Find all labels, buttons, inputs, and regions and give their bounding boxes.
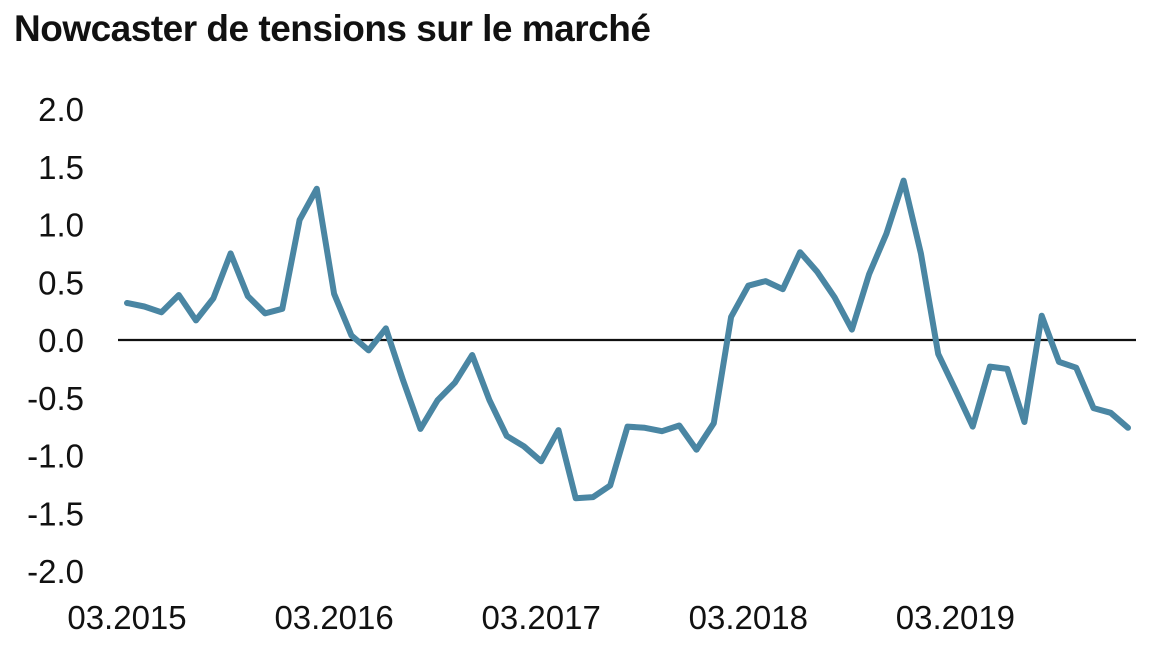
data-point [555, 427, 561, 433]
data-point [469, 352, 475, 358]
data-point [935, 351, 941, 357]
data-point [331, 291, 337, 297]
data-point [659, 428, 665, 434]
data-point [348, 332, 354, 338]
data-point [814, 269, 820, 275]
data-point [124, 300, 130, 306]
data-point [970, 424, 976, 430]
y-tick-label: -1.0 [27, 438, 84, 475]
data-point [1090, 405, 1096, 411]
data-point [694, 447, 700, 453]
series-group [124, 177, 1131, 502]
data-point [297, 217, 303, 223]
data-point [728, 314, 734, 320]
data-point [486, 397, 492, 403]
data-point [504, 433, 510, 439]
data-point [400, 377, 406, 383]
data-point [538, 458, 544, 464]
x-tick-label: 03.2017 [482, 599, 601, 636]
data-point [1073, 365, 1079, 371]
data-point [383, 325, 389, 331]
y-axis-ticks: 2.0 1.5 1.0 0.5 0.0 -0.5 -1.0 -1.5 -2.0 [27, 91, 84, 590]
data-point [763, 278, 769, 284]
data-point [676, 422, 682, 428]
data-point [245, 293, 251, 299]
data-point [832, 294, 838, 300]
x-axis-ticks: 03.2015 03.2016 03.2017 03.2018 03.2019 [67, 599, 1015, 636]
data-point [435, 397, 441, 403]
data-point [797, 249, 803, 255]
y-tick-label: 0.5 [38, 264, 84, 301]
data-point [1125, 425, 1131, 431]
data-point [745, 283, 751, 289]
data-point [452, 380, 458, 386]
data-point [849, 327, 855, 333]
data-point [159, 309, 165, 315]
data-point [780, 286, 786, 292]
data-point [901, 178, 907, 184]
data-point [521, 443, 527, 449]
data-point [1108, 410, 1114, 416]
x-tick-label: 03.2018 [689, 599, 808, 636]
data-point [573, 495, 579, 501]
data-point [366, 347, 372, 353]
y-tick-label: 1.5 [38, 149, 84, 186]
data-point [1039, 313, 1045, 319]
data-point [607, 483, 613, 489]
data-point [711, 420, 717, 426]
data-point [193, 317, 199, 323]
data-point [314, 186, 320, 192]
data-point [1004, 366, 1010, 372]
chart-title: Nowcaster de tensions sur le marché [14, 8, 651, 49]
data-point [918, 250, 924, 256]
data-point [1021, 419, 1027, 425]
y-tick-label: -1.5 [27, 495, 84, 532]
data-point [210, 295, 216, 301]
data-point [590, 494, 596, 500]
y-tick-label: -2.0 [27, 553, 84, 590]
series-line [124, 177, 1131, 502]
data-point [883, 231, 889, 237]
data-point [866, 271, 872, 277]
y-tick-label: 1.0 [38, 207, 84, 244]
data-point [176, 292, 182, 298]
data-point [625, 424, 631, 430]
y-tick-label: 2.0 [38, 91, 84, 128]
data-point [987, 364, 993, 370]
x-tick-label: 03.2019 [896, 599, 1015, 636]
data-point [952, 387, 958, 393]
data-point [417, 426, 423, 432]
data-point [141, 304, 147, 310]
data-point [279, 306, 285, 312]
y-tick-label: -0.5 [27, 380, 84, 417]
data-point [1056, 359, 1062, 365]
y-tick-label: 0.0 [38, 322, 84, 359]
x-tick-label: 03.2015 [67, 599, 186, 636]
data-point [228, 250, 234, 256]
data-point [642, 425, 648, 431]
data-point [262, 310, 268, 316]
x-tick-label: 03.2016 [274, 599, 393, 636]
